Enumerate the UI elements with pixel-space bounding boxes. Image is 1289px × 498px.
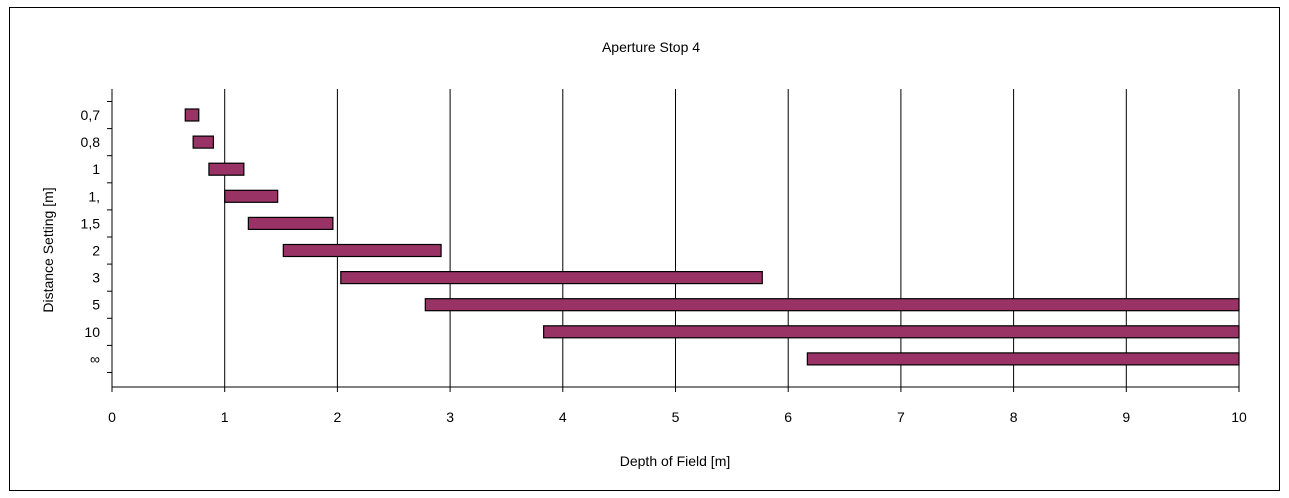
- y-tick-label: 10: [84, 324, 100, 340]
- axes: [107, 89, 1240, 392]
- chart-frame: [9, 7, 1280, 491]
- y-tick-label: 2: [92, 243, 100, 259]
- range-bar: [806, 352, 1240, 366]
- x-tick-labels: 0 1 2 3 4 5 6 7 8 9 10: [108, 409, 1247, 425]
- range-bar: [543, 325, 1240, 339]
- y-tick-label: 5: [92, 297, 100, 313]
- y-tick-labels: 0,7 0,8 1 1, 1,5 2 3 5 10 ∞: [81, 107, 101, 367]
- y-tick-label: 0,7: [81, 107, 101, 123]
- range-bar: [184, 108, 200, 122]
- y-tick-label: 1,: [88, 188, 100, 204]
- x-tick-label: 9: [1122, 409, 1130, 425]
- range-bar: [424, 298, 1240, 312]
- x-tick-label: 5: [672, 409, 680, 425]
- x-tick-label: 10: [1231, 409, 1247, 425]
- x-tick-label: 1: [221, 409, 229, 425]
- x-tick-label: 6: [784, 409, 792, 425]
- range-bar: [247, 216, 334, 230]
- x-tick-label: 8: [1010, 409, 1018, 425]
- y-tick-label: 0,8: [81, 134, 101, 150]
- chart-title: Aperture Stop 4: [602, 39, 700, 55]
- y-tick-label: 3: [92, 270, 100, 286]
- x-tick-label: 2: [334, 409, 342, 425]
- y-tick-label: 1,5: [81, 215, 101, 231]
- x-axis-label: Depth of Field [m]: [620, 453, 731, 469]
- y-tick-label: 1: [92, 161, 100, 177]
- range-bar: [224, 189, 279, 203]
- y-axis-label: Distance Setting [m]: [40, 187, 56, 312]
- range-bar: [192, 135, 215, 149]
- x-tick-label: 4: [559, 409, 567, 425]
- range-bar: [208, 162, 245, 176]
- bars: [184, 108, 1240, 366]
- range-bar: [282, 243, 442, 258]
- x-tick-label: 0: [108, 409, 116, 425]
- range-bar: [340, 271, 763, 285]
- x-tick-label: 3: [446, 409, 454, 425]
- x-tick-label: 7: [897, 409, 905, 425]
- grid-lines: [224, 89, 1240, 387]
- y-tick-label: ∞: [90, 351, 100, 367]
